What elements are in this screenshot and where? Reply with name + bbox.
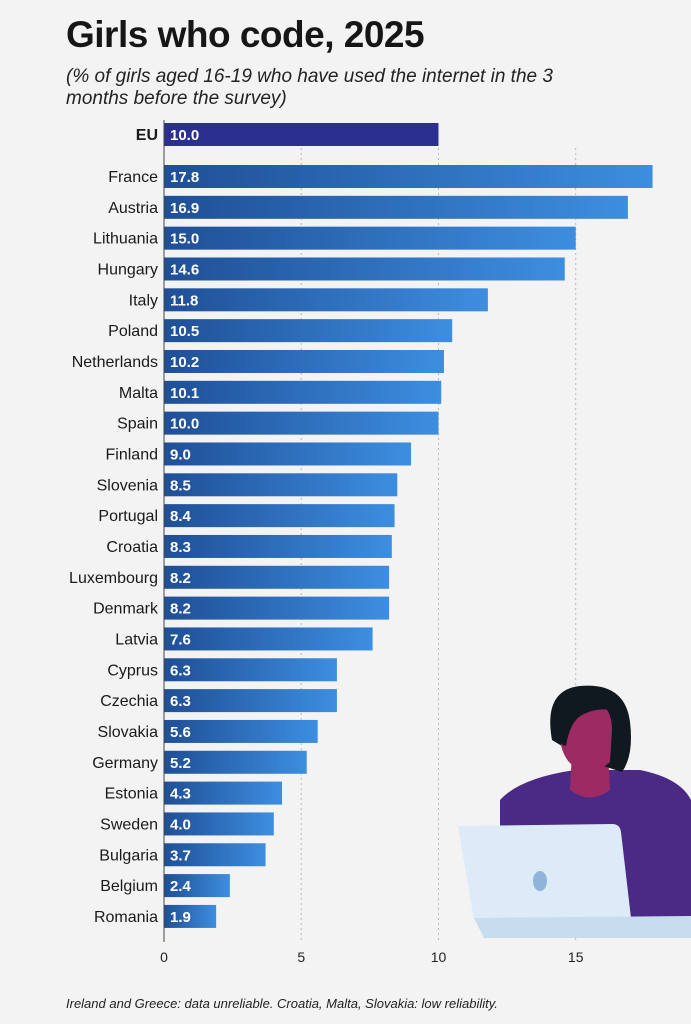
bar-hungary xyxy=(164,257,565,281)
bar-germany xyxy=(164,750,307,774)
footnote: Ireland and Greece: data unreliable. Cro… xyxy=(66,996,498,1011)
x-tick-label: 5 xyxy=(297,949,305,965)
value-label-slovakia: 5.6 xyxy=(170,724,191,741)
girl-with-laptop-illustration xyxy=(458,685,691,938)
value-label-spain: 10.0 xyxy=(170,416,199,433)
bar-malta xyxy=(164,380,442,404)
bar-eu xyxy=(164,123,439,146)
category-label-germany: Germany xyxy=(92,755,158,772)
category-label-cyprus: Cyprus xyxy=(107,662,158,679)
bar-slovenia xyxy=(164,473,398,497)
bar-sweden xyxy=(164,812,274,836)
bar-estonia xyxy=(164,781,283,805)
bar-austria xyxy=(164,195,628,219)
bar-france xyxy=(164,165,653,188)
category-label-lithuania: Lithuania xyxy=(93,231,158,248)
illustration-laptop-screen xyxy=(458,824,631,920)
bar-portugal xyxy=(164,504,395,528)
bar-lithuania xyxy=(164,226,576,250)
value-label-malta: 10.1 xyxy=(170,385,199,402)
x-tick-label: 15 xyxy=(568,949,584,965)
value-label-lithuania: 15.0 xyxy=(170,231,199,248)
value-label-belgium: 2.4 xyxy=(170,878,192,895)
category-label-spain: Spain xyxy=(117,416,158,433)
bars xyxy=(164,123,653,928)
category-label-sweden: Sweden xyxy=(100,816,158,833)
bar-croatia xyxy=(164,534,392,558)
category-label-finland: Finland xyxy=(106,446,158,463)
illustration-fringe xyxy=(554,690,622,746)
category-label-bulgaria: Bulgaria xyxy=(99,847,158,864)
category-label-italy: Italy xyxy=(129,292,158,309)
bar-czechia xyxy=(164,689,337,713)
category-label-france: France xyxy=(108,169,158,186)
category-label-denmark: Denmark xyxy=(93,601,159,618)
category-label-estonia: Estonia xyxy=(105,786,158,803)
value-label-luxembourg: 8.2 xyxy=(170,570,191,587)
bar-spain xyxy=(164,411,439,435)
category-label-czechia: Czechia xyxy=(100,693,158,710)
illustration-laptop-base xyxy=(474,916,691,938)
category-label-croatia: Croatia xyxy=(106,539,158,556)
category-label-romania: Romania xyxy=(94,909,158,926)
x-tick-label: 10 xyxy=(431,949,447,965)
bar-slovakia xyxy=(164,719,318,743)
value-label-france: 17.8 xyxy=(170,169,199,186)
category-label-latvia: Latvia xyxy=(115,631,158,648)
value-label-hungary: 14.6 xyxy=(170,261,199,278)
bar-netherlands xyxy=(164,349,444,373)
value-label-cyprus: 6.3 xyxy=(170,662,191,679)
value-label-bulgaria: 3.7 xyxy=(170,847,191,864)
bar-belgium xyxy=(164,874,230,898)
value-label-portugal: 8.4 xyxy=(170,508,192,525)
illustration-laptop-logo xyxy=(533,871,547,891)
bar-finland xyxy=(164,442,412,466)
value-label-austria: 16.9 xyxy=(170,200,199,217)
category-label-malta: Malta xyxy=(119,385,158,402)
value-label-sweden: 4.0 xyxy=(170,816,191,833)
bar-italy xyxy=(164,288,488,312)
bar-poland xyxy=(164,319,453,343)
bar-romania xyxy=(164,904,217,928)
bar-latvia xyxy=(164,627,373,651)
category-label-netherlands: Netherlands xyxy=(72,354,158,371)
category-label-luxembourg: Luxembourg xyxy=(69,570,158,587)
value-label-romania: 1.9 xyxy=(170,909,191,926)
value-label-eu: 10.0 xyxy=(170,127,199,144)
category-label-hungary: Hungary xyxy=(98,261,158,278)
x-tick-label: 0 xyxy=(160,949,168,965)
value-label-slovenia: 8.5 xyxy=(170,477,191,494)
value-label-denmark: 8.2 xyxy=(170,601,191,618)
value-label-poland: 10.5 xyxy=(170,323,199,340)
bar-denmark xyxy=(164,596,390,620)
category-label-austria: Austria xyxy=(108,200,158,217)
value-label-croatia: 8.3 xyxy=(170,539,191,556)
value-label-estonia: 4.3 xyxy=(170,786,191,803)
x-axis: 0 5 10 15 xyxy=(160,949,584,965)
category-label-portugal: Portugal xyxy=(98,508,158,525)
value-label-italy: 11.8 xyxy=(170,292,198,309)
value-label-netherlands: 10.2 xyxy=(170,354,199,371)
bar-chart: EU 10.0 France 17.8 Austria 16.9 Lithuania 15.0… xyxy=(69,120,691,965)
labels: EU 10.0 France 17.8 Austria 16.9 Lithuania 15.0… xyxy=(69,127,199,926)
chart-subtitle: (% of girls aged 16-19 who have used the… xyxy=(66,66,553,109)
value-label-czechia: 6.3 xyxy=(170,693,191,710)
category-label-belgium: Belgium xyxy=(100,878,158,895)
bar-bulgaria xyxy=(164,843,266,867)
bar-cyprus xyxy=(164,658,337,682)
category-label-slovenia: Slovenia xyxy=(97,477,158,494)
chart-title: Girls who code, 2025 xyxy=(66,14,425,55)
value-label-finland: 9.0 xyxy=(170,446,191,463)
category-label-slovakia: Slovakia xyxy=(98,724,159,741)
category-label-poland: Poland xyxy=(108,323,158,340)
bar-luxembourg xyxy=(164,565,390,589)
value-label-germany: 5.2 xyxy=(170,755,191,772)
category-label-eu: EU xyxy=(136,127,158,144)
value-label-latvia: 7.6 xyxy=(170,631,191,648)
